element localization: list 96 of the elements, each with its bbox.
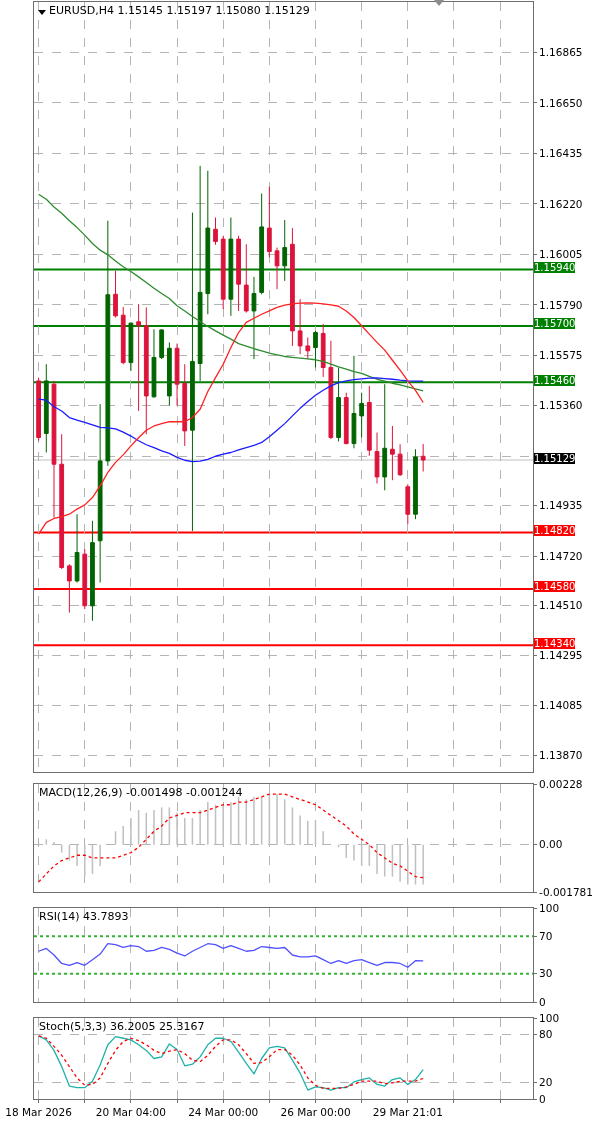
candlestick xyxy=(228,217,234,317)
candlestick xyxy=(59,433,65,570)
y-tick-label: 1.15360 xyxy=(539,399,583,412)
candlestick xyxy=(113,270,118,319)
y-tick-label: 0.00 xyxy=(539,838,563,851)
candlestick xyxy=(43,363,49,453)
y-tick-label: 1.15575 xyxy=(539,348,583,361)
y-tick-label: 100 xyxy=(539,901,560,914)
candlestick xyxy=(374,432,380,484)
ref-line-label: 1.15700 xyxy=(534,318,576,329)
candlestick xyxy=(120,306,126,365)
candlestick xyxy=(320,323,326,378)
candlestick xyxy=(197,165,203,382)
candlestick xyxy=(251,276,257,360)
candlestick xyxy=(390,425,395,481)
chart-title: Stoch(5,3,3) 36.2005 25.3167 xyxy=(39,1019,205,1033)
candlestick xyxy=(220,235,226,310)
candlestick xyxy=(236,235,241,312)
y-tick-label: 30 xyxy=(539,967,553,980)
candlestick xyxy=(420,443,426,473)
line-series xyxy=(37,302,424,535)
y-tick-label: 1.16650 xyxy=(539,96,583,109)
y-tick-label: 1.14295 xyxy=(539,649,583,662)
candlestick xyxy=(143,306,149,435)
candlestick xyxy=(74,513,80,584)
candlestick xyxy=(413,448,418,520)
candlestick xyxy=(51,380,57,519)
ref-line-label: 1.15460 xyxy=(534,375,576,386)
chart-title: EURUSD,H4 1.15145 1.15197 1.15080 1.15129 xyxy=(49,3,310,17)
y-tick-label: 70 xyxy=(539,929,553,942)
candlestick xyxy=(182,363,188,447)
chart-title: RSI(14) 43.7893 xyxy=(39,909,129,923)
candlestick xyxy=(105,220,111,467)
x-tick-label: 18 Mar 2026 xyxy=(5,1105,73,1118)
candlestick xyxy=(166,341,172,407)
candlestick xyxy=(159,328,165,360)
candlestick xyxy=(82,548,88,610)
candlestick xyxy=(351,355,357,449)
y-tick-label: 100 xyxy=(539,1011,560,1024)
y-tick-label: 0 xyxy=(539,1092,546,1105)
candlestick xyxy=(313,330,318,369)
y-tick-label: 1.16220 xyxy=(539,197,583,210)
y-tick-label: 1.15790 xyxy=(539,298,583,311)
y-tick-label: 20 xyxy=(539,1076,553,1089)
candlestick xyxy=(66,563,72,614)
x-tick-label: 20 Mar 04:00 xyxy=(95,1105,166,1118)
candlestick xyxy=(328,340,334,440)
candlestick xyxy=(397,443,403,477)
candlestick xyxy=(282,219,288,282)
candlestick xyxy=(343,392,349,445)
y-tick-label: 0 xyxy=(539,995,546,1008)
ref-line-label: 1.14580 xyxy=(534,581,576,592)
x-tick-label: 26 Mar 00:00 xyxy=(280,1105,351,1118)
candlestick xyxy=(359,392,365,438)
ref-line-label: 1.14340 xyxy=(534,638,576,649)
candlestick xyxy=(274,247,280,290)
x-tick-label: 24 Mar 00:00 xyxy=(188,1105,259,1118)
y-tick-label: 1.14510 xyxy=(539,598,583,611)
candlestick xyxy=(205,170,211,315)
candlestick xyxy=(336,367,341,442)
y-tick-label: 80 xyxy=(539,1027,553,1040)
ref-line-label: 1.14820 xyxy=(534,525,576,536)
y-tick-label: -0.001781 xyxy=(539,885,593,898)
candlestick xyxy=(297,298,303,355)
ref-line-label: 1.15129 xyxy=(534,453,576,464)
y-tick-label: 1.16865 xyxy=(539,46,583,59)
line-series xyxy=(37,193,424,392)
y-tick-label: 0.00228 xyxy=(539,777,583,790)
candlestick xyxy=(97,403,103,584)
x-tick-label: 29 Mar 21:01 xyxy=(372,1105,443,1118)
candlestick xyxy=(266,186,272,258)
candlestick xyxy=(382,383,388,491)
y-tick-label: 1.14720 xyxy=(539,549,583,562)
candlestick xyxy=(128,321,134,372)
candlestick xyxy=(405,483,411,525)
y-tick-label: 1.13870 xyxy=(539,749,583,762)
candlestick xyxy=(290,227,295,347)
y-tick-label: 1.14935 xyxy=(539,499,583,512)
candlestick xyxy=(136,303,141,412)
line-series xyxy=(37,377,424,463)
candlestick xyxy=(36,377,41,442)
y-tick-label: 1.16435 xyxy=(539,147,583,160)
y-tick-label: 1.14085 xyxy=(539,698,583,711)
candlestick xyxy=(90,520,95,622)
candlestick xyxy=(213,217,218,246)
candlestick xyxy=(366,385,372,457)
chart-title: MACD(12,26,9) -0.001498 -0.001244 xyxy=(39,785,243,799)
line-series xyxy=(37,943,424,968)
candlestick xyxy=(151,328,157,399)
candlestick xyxy=(243,243,249,314)
ref-line-label: 1.15940 xyxy=(534,262,576,273)
candlestick xyxy=(190,212,195,532)
candlestick xyxy=(174,343,180,407)
candlestick xyxy=(305,336,311,360)
candlestick xyxy=(259,193,265,295)
y-tick-label: 1.16005 xyxy=(539,248,583,261)
